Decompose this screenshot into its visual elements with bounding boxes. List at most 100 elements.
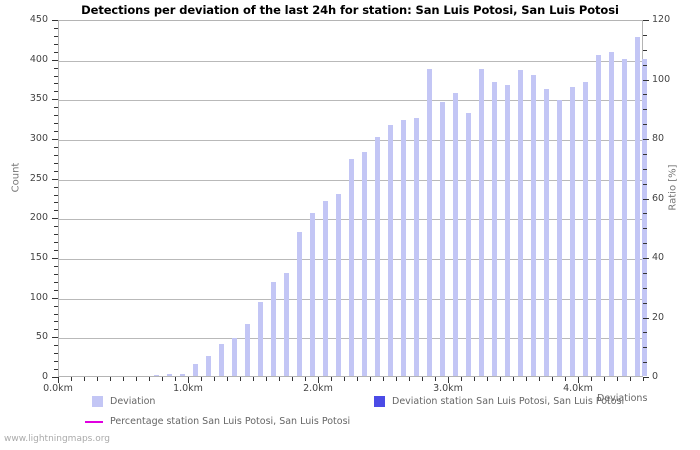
y-axis-left-tick-major [52, 297, 58, 299]
y-axis-left-tick-minor [54, 35, 58, 37]
gridline [59, 140, 642, 141]
y-axis-left-tick-major [52, 59, 58, 61]
x-axis-tick-major [188, 377, 190, 383]
x-axis-tick-major [578, 377, 580, 383]
y-axis-left-title: Count [10, 162, 22, 193]
x-axis-label: 0.0km [43, 383, 73, 394]
y-axis-left-tick-minor [54, 154, 58, 156]
y-axis-left-tick-minor [54, 43, 58, 45]
bar [258, 302, 263, 376]
y-axis-left-tick-minor [54, 83, 58, 85]
bar [518, 69, 523, 376]
bar [609, 51, 614, 376]
x-axis-tick-minor [500, 377, 501, 381]
y-axis-left-tick-minor [54, 305, 58, 307]
y-axis-left-tick-major [52, 337, 58, 339]
bar-series-deviation [59, 21, 647, 376]
bar [641, 59, 647, 376]
y-axis-right-tick-minor [643, 94, 647, 96]
x-axis-tick-minor [370, 377, 371, 381]
x-axis-tick-minor [409, 377, 410, 381]
x-axis-title: Deviations [597, 393, 648, 404]
bar [635, 37, 640, 376]
x-axis-tick-minor [617, 377, 618, 381]
y-axis-left-label: 0 [41, 371, 48, 382]
y-axis-right-label: 0 [652, 371, 659, 382]
bar [492, 82, 497, 376]
x-axis-label: 1.0km [173, 383, 203, 394]
x-axis-tick-minor [357, 377, 358, 381]
x-axis-tick-minor [136, 377, 137, 381]
y-axis-left-tick-minor [54, 146, 58, 148]
y-axis-right-tick-major [643, 317, 649, 319]
gridline [59, 60, 642, 62]
y-axis-left-tick-minor [54, 67, 58, 69]
footer-watermark: www.lightningmaps.org [4, 434, 110, 444]
y-axis-left-label: 300 [29, 133, 48, 144]
y-axis-left-tick-minor [54, 265, 58, 267]
bar [167, 374, 172, 376]
bar [557, 99, 562, 376]
y-axis-right-label: 120 [652, 14, 671, 25]
y-axis-right-tick-minor [643, 362, 647, 364]
bar [453, 92, 458, 376]
bar [505, 84, 510, 376]
x-axis-tick-minor [84, 377, 85, 381]
y-axis-left-label: 50 [35, 331, 48, 343]
x-axis-tick-minor [513, 377, 514, 381]
bar [375, 137, 380, 376]
legend-swatch-deviation-station [374, 396, 385, 407]
y-axis-right-title-wrap: Ratio [%] [666, 150, 680, 230]
x-axis-tick-minor [422, 377, 423, 381]
y-axis-left-tick-minor [54, 361, 58, 363]
y-axis-right-tick-minor [643, 109, 647, 111]
y-axis-right-tick-minor [643, 34, 647, 36]
bar [622, 59, 627, 376]
y-axis-left-label: 450 [29, 14, 48, 25]
bar [440, 102, 445, 376]
y-axis-left-tick-minor [54, 226, 58, 228]
y-axis-right-label: 60 [652, 192, 665, 204]
y-axis-left-tick-minor [54, 353, 58, 355]
y-axis-right-tick-minor [643, 168, 647, 170]
x-axis-tick-minor [162, 377, 163, 381]
gridline [59, 100, 642, 102]
y-axis-left-tick-minor [54, 162, 58, 164]
y-axis-left-tick-minor [54, 345, 58, 347]
x-axis-label: 2.0km [303, 383, 333, 394]
bar [323, 201, 328, 376]
bar [336, 194, 341, 376]
y-axis-left-tick-minor [54, 250, 58, 252]
y-axis-right-tick-minor [643, 332, 647, 334]
y-axis-left-tick-minor [54, 321, 58, 323]
y-axis-right-label: 80 [652, 133, 665, 144]
x-axis-tick-minor [552, 377, 553, 381]
y-axis-left-tick-minor [54, 107, 58, 109]
plot-area [58, 20, 647, 377]
x-axis-tick-major [58, 377, 60, 383]
y-axis-left-tick-minor [54, 170, 58, 172]
x-axis-label: 4.0km [563, 383, 593, 394]
x-axis-tick-minor [292, 377, 293, 381]
bar [583, 81, 588, 376]
bar [154, 375, 159, 376]
x-axis-tick-minor [474, 377, 475, 381]
y-axis-left-tick-minor [54, 369, 58, 371]
y-axis-left-tick-major [52, 258, 58, 259]
bar [388, 125, 393, 376]
y-axis-right-tick-minor [643, 302, 647, 304]
legend-label-percentage-station: Percentage station San Luis Potosi, San … [110, 416, 351, 427]
bar [297, 232, 302, 376]
x-axis-tick-minor [253, 377, 254, 381]
y-axis-left-label: 250 [29, 172, 48, 184]
x-axis-tick-minor [630, 377, 631, 381]
y-axis-left-tick-minor [54, 27, 58, 29]
y-axis-left-tick-minor [54, 273, 58, 275]
bar [245, 323, 250, 376]
y-axis-right-tick-minor [643, 183, 647, 185]
y-axis-right-tick-major [643, 258, 649, 259]
y-axis-left-tick-minor [54, 51, 58, 53]
y-axis-right-tick-minor [643, 213, 647, 215]
y-axis-left-tick-minor [54, 329, 58, 331]
